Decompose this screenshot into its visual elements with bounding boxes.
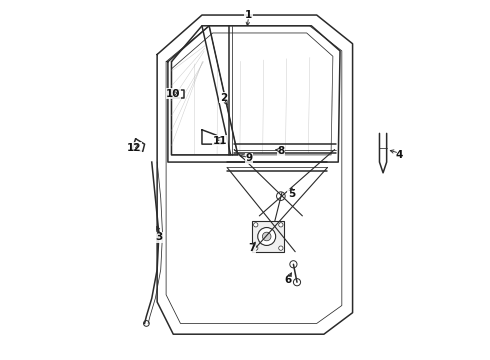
Text: 8: 8 [277, 146, 285, 156]
Circle shape [258, 228, 276, 246]
Text: 3: 3 [155, 232, 163, 242]
Circle shape [279, 223, 283, 227]
Circle shape [279, 246, 283, 250]
Text: 4: 4 [395, 150, 403, 160]
Text: 12: 12 [126, 143, 141, 153]
Text: 6: 6 [284, 275, 292, 285]
Bar [252, 221, 285, 252]
Text: 1: 1 [245, 10, 252, 20]
Text: 7: 7 [248, 243, 256, 253]
Circle shape [254, 223, 258, 227]
Circle shape [262, 232, 271, 241]
Text: 9: 9 [245, 153, 252, 163]
Text: 10: 10 [166, 89, 180, 99]
Text: 11: 11 [213, 136, 227, 145]
Circle shape [254, 246, 258, 250]
Circle shape [276, 192, 285, 201]
Text: 5: 5 [288, 189, 295, 199]
Text: 2: 2 [220, 93, 227, 103]
